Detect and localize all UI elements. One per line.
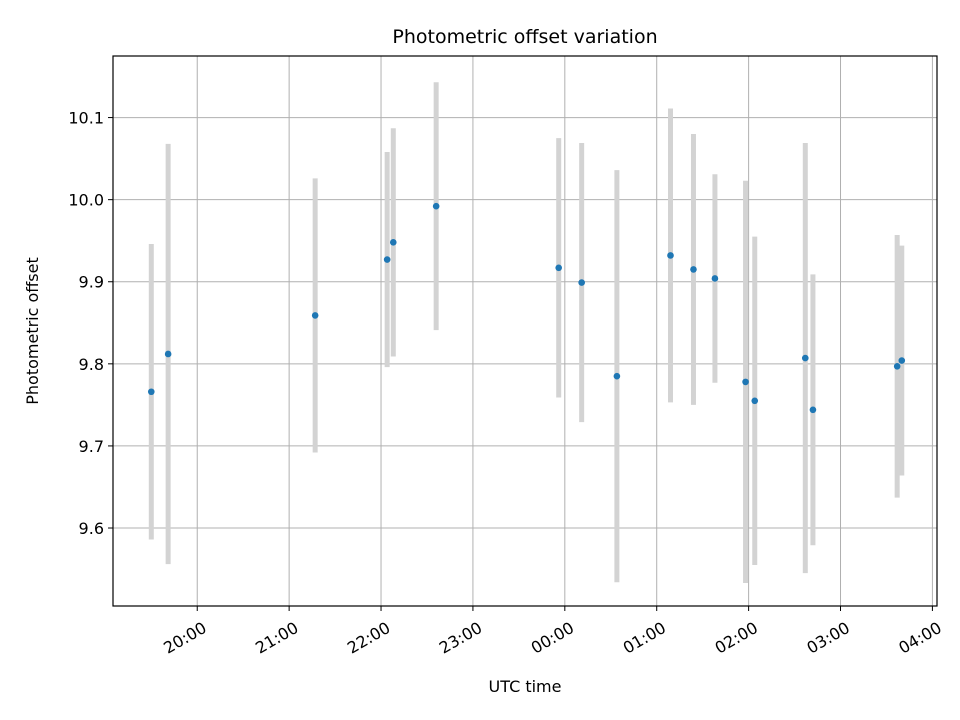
data-point — [809, 406, 817, 414]
data-point — [751, 397, 759, 405]
plot-area-frame — [112, 55, 938, 607]
y-tick-label: 9.9 — [79, 273, 104, 292]
data-point — [613, 372, 621, 380]
y-tick-label: 9.7 — [79, 437, 104, 456]
grid-lines — [113, 56, 937, 606]
data-point — [667, 252, 674, 259]
data-point — [711, 275, 719, 282]
chart-title: Photometric offset variation — [392, 26, 657, 48]
data-point — [893, 362, 901, 370]
x-axis-label: UTC time — [489, 677, 562, 696]
data-point — [742, 378, 749, 386]
y-tick-label: 10.0 — [68, 191, 104, 210]
data-point — [311, 312, 319, 319]
y-tick-label: 10.1 — [68, 109, 104, 128]
data-point — [147, 388, 155, 396]
data-point — [801, 354, 809, 362]
data-point — [555, 264, 562, 272]
data-point — [432, 202, 440, 210]
y-tick-label: 9.6 — [79, 519, 104, 538]
data-point — [578, 279, 585, 286]
y-axis-ticks: 9.6 9.7 9.8 9.9 10.0 10.1 — [68, 109, 113, 538]
data-point — [389, 239, 397, 246]
data-point — [383, 256, 391, 263]
data-point — [898, 357, 906, 364]
y-tick-label: 9.8 — [79, 355, 104, 374]
y-axis-label: Photometric offset — [23, 257, 42, 405]
data-point — [690, 266, 697, 273]
data-points — [147, 202, 906, 414]
data-point — [164, 350, 172, 358]
